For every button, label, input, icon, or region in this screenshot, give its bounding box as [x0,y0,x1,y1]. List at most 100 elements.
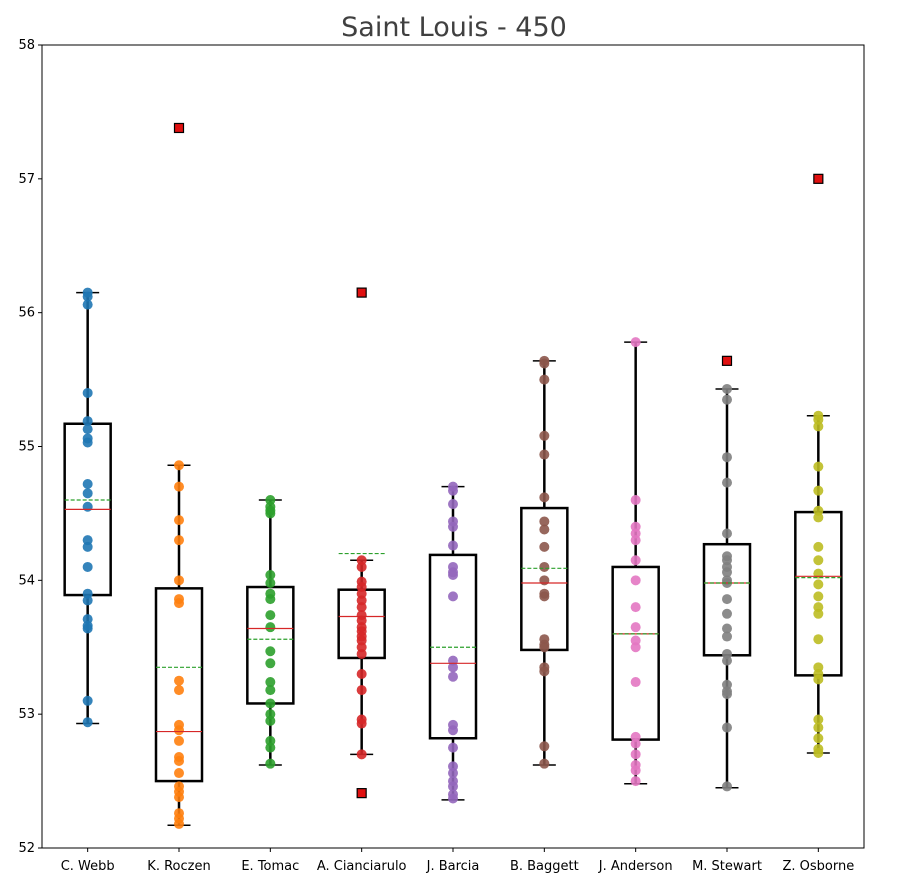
data-point [630,535,641,546]
y-tick-label: 52 [18,841,35,856]
data-point [174,460,184,471]
data-point [630,776,641,787]
data-point [174,575,184,586]
data-point [813,608,824,619]
outlier-marker [813,173,824,184]
data-point [722,394,732,405]
data-point [813,714,824,725]
x-tick-label: J. Barcia [426,859,480,874]
data-point [539,430,550,441]
data-point [630,677,641,688]
data-point [722,623,732,634]
data-point [722,631,732,642]
data-point [813,747,824,758]
y-tick-label: 55 [18,440,35,455]
data-point [630,622,641,633]
data-point [265,508,276,519]
data-point [448,499,458,510]
data-point [813,421,824,432]
data-point [356,561,367,572]
data-point [539,358,550,369]
data-point [813,674,824,685]
data-point [813,733,824,744]
box-group [428,481,478,804]
data-point [722,722,732,733]
data-point [174,756,184,767]
data-point [722,383,732,394]
data-point [448,768,458,779]
plot-frame [41,44,865,849]
data-point [82,595,93,606]
data-point [356,648,367,659]
data-point [630,749,641,760]
data-point [722,477,732,488]
data-point [448,521,458,532]
data-point [539,575,550,586]
data-point [265,677,276,688]
data-point [448,671,458,682]
data-point [265,715,276,726]
data-point [356,749,367,760]
data-point [174,792,184,803]
data-point [630,555,641,566]
data-point [539,449,550,460]
x-tick-label: K. Roczen [147,859,210,874]
data-point [356,602,367,613]
data-point [174,481,184,492]
data-point [813,461,824,472]
data-point [448,569,458,580]
data-point [82,291,93,302]
data-point [356,685,367,696]
data-point [174,818,184,829]
data-point [813,634,824,645]
data-point [265,685,276,696]
data-point [448,725,458,736]
data-point [539,666,550,677]
x-tick-label: C. Webb [61,859,115,874]
data-point [539,591,550,602]
data-point [82,387,93,398]
data-point [813,485,824,496]
box-group [520,355,569,769]
x-tick-label: Z. Osborne [782,859,854,874]
y-tick-label: 54 [18,573,35,588]
data-point [813,579,824,590]
data-point [813,591,824,602]
data-point [722,655,732,666]
data-point [448,742,458,753]
data-point [722,452,732,463]
box-group [63,287,112,728]
data-point [448,662,458,673]
x-axis: C. Webb K. Roczen E. Tomac A. Cianciarulo J.… [61,848,854,874]
data-point [82,541,93,552]
box-group [611,337,660,787]
data-point [174,515,184,526]
data-point [722,608,732,619]
data-point [174,598,184,609]
x-tick-label: E. Tomac [241,859,299,874]
data-point [82,695,93,706]
y-tick-label: 58 [18,38,35,53]
data-point [813,722,824,733]
data-point [722,781,732,792]
x-tick-label: M. Stewart [692,859,762,874]
data-point [630,575,641,586]
data-point [82,561,93,572]
outlier-marker [356,788,367,799]
data-point [265,569,276,580]
data-point [265,658,276,669]
box-group [337,287,386,799]
data-point [722,689,732,700]
data-point [82,437,93,448]
data-point [265,698,276,709]
data-point [82,623,93,634]
chart-title: Saint Louis - 450 [341,12,567,43]
data-point [82,424,93,435]
box-group [246,495,295,769]
outlier-marker [173,122,185,134]
data-point [174,535,184,546]
x-tick-label: J. Anderson [598,859,673,874]
data-point [82,478,93,489]
y-tick-label: 56 [18,306,35,321]
data-point [539,374,550,385]
